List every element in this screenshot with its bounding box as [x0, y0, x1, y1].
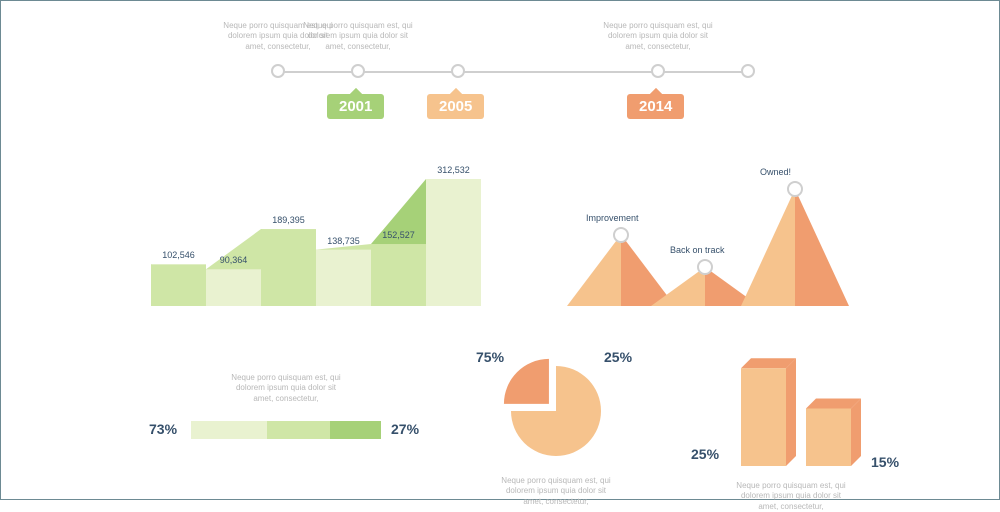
bar-pct-label: 15% [871, 454, 899, 470]
chart-marker [613, 227, 629, 243]
area-chart [151, 176, 481, 306]
progress-segment [267, 421, 330, 439]
progress-caption: Neque porro quisquam est, qui dolorem ip… [226, 373, 346, 404]
progress-left-pct: 73% [149, 421, 177, 437]
timeline-year-tag: 2014 [627, 94, 684, 119]
timeline-caption: Neque porro quisquam est, qui dolorem ip… [598, 21, 718, 52]
timeline-dot [271, 64, 285, 78]
timeline-caption: Neque porro quisquam est, qui dolorem ip… [298, 21, 418, 52]
mountain-peak-label: Back on track [670, 245, 760, 255]
bar-pct-label: 25% [691, 446, 719, 462]
chart-marker [697, 259, 713, 275]
pie-caption: Neque porro quisquam est, qui dolorem ip… [496, 476, 616, 507]
bar-caption: Neque porro quisquam est, qui dolorem ip… [731, 481, 851, 512]
area-chart-value: 138,735 [319, 236, 369, 246]
chart-marker [787, 181, 803, 197]
area-chart-value: 102,546 [154, 250, 204, 260]
area-chart-value: 90,364 [209, 255, 259, 265]
progress-segment [191, 421, 267, 439]
mountain-chart [561, 176, 861, 306]
pie-pct-label: 75% [476, 349, 504, 365]
pie-pct-label: 25% [604, 349, 632, 365]
progress-segment [330, 421, 381, 439]
timeline-dot [351, 64, 365, 78]
timeline-year-tag: 2001 [327, 94, 384, 119]
bar-chart [721, 351, 871, 466]
pie-chart [491, 346, 621, 476]
progress-right-pct: 27% [391, 421, 419, 437]
timeline-dot [741, 64, 755, 78]
timeline-dot [451, 64, 465, 78]
area-chart-value: 189,395 [264, 215, 314, 225]
area-chart-value: 152,527 [374, 230, 424, 240]
timeline-dot [651, 64, 665, 78]
area-chart-value: 312,532 [429, 165, 479, 175]
mountain-peak-label: Owned! [760, 167, 850, 177]
timeline-year-tag: 2005 [427, 94, 484, 119]
mountain-peak-label: Improvement [586, 213, 676, 223]
